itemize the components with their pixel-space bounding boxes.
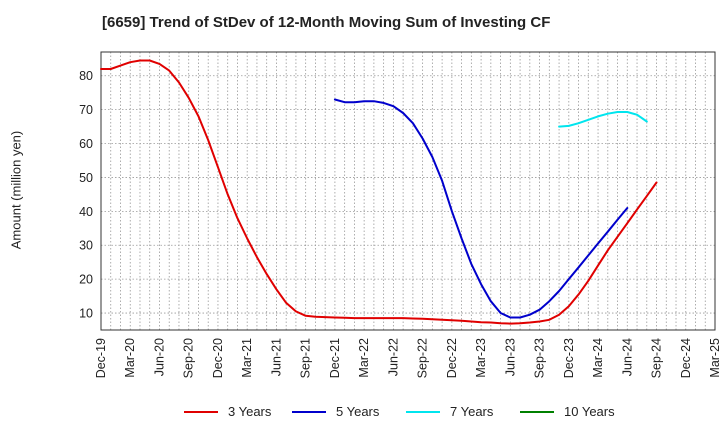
y-tick-label: 50 [79, 171, 93, 185]
legend-swatch-7-years [406, 410, 440, 413]
legend-item-5-years: 5 Years [292, 404, 379, 419]
x-tick-label: Jun-23 [503, 338, 517, 376]
y-tick-label: 10 [79, 307, 93, 321]
legend-swatch-3-years [184, 410, 218, 413]
legend-label-7-years: 7 Years [450, 404, 494, 419]
x-tick-label: Mar-25 [708, 338, 720, 378]
x-tick-label: Mar-22 [357, 338, 371, 378]
legend: 3 Years 5 Years 7 Years 10 Years [0, 404, 720, 426]
x-tick-label: Dec-20 [211, 338, 225, 378]
y-tick-label: 80 [79, 69, 93, 83]
plot-border [100, 51, 716, 331]
legend-label-10-years: 10 Years [564, 404, 615, 419]
x-tick-label: Jun-21 [269, 338, 283, 376]
y-tick-label: 60 [79, 137, 93, 151]
legend-swatch-5-years [292, 410, 326, 413]
legend-item-10-years: 10 Years [520, 404, 615, 419]
legend-item-7-years: 7 Years [406, 404, 493, 419]
series-line-5-years [333, 98, 629, 319]
legend-label-5-years: 5 Years [336, 404, 380, 419]
x-tick-label: Sep-23 [533, 338, 547, 378]
y-tick-label: 30 [79, 239, 93, 253]
y-tick-label: 40 [79, 205, 93, 219]
x-tick-label: Sep-21 [299, 338, 313, 378]
x-tick-label: Jun-22 [386, 338, 400, 376]
x-tick-label: Jun-24 [620, 338, 634, 376]
x-tick-label: Mar-20 [123, 338, 137, 378]
x-tick-label: Dec-19 [94, 338, 108, 378]
legend-label-3-years: 3 Years [228, 404, 272, 419]
series-line-7-years [558, 111, 648, 128]
y-tick-label: 20 [79, 273, 93, 287]
x-tick-label: Jun-20 [152, 338, 166, 376]
x-tick-label: Sep-22 [416, 338, 430, 378]
legend-swatch-10-years [520, 410, 554, 413]
legend-item-3-years: 3 Years [184, 404, 271, 419]
chart-title: [6659] Trend of StDev of 12-Month Moving… [102, 14, 551, 31]
x-tick-label: Dec-21 [328, 338, 342, 378]
plot-area [101, 52, 715, 330]
series-line-3-years [100, 59, 658, 325]
x-tick-label: Mar-24 [591, 338, 605, 378]
x-tick-label: Dec-23 [562, 338, 576, 378]
x-tick-label: Sep-20 [182, 338, 196, 378]
x-tick-label: Dec-22 [445, 338, 459, 378]
x-tick-label: Sep-24 [650, 338, 664, 378]
x-tick-label: Dec-24 [679, 338, 693, 378]
y-tick-label: 70 [79, 103, 93, 117]
x-tick-label: Mar-23 [474, 338, 488, 378]
x-tick-label: Mar-21 [240, 338, 254, 378]
